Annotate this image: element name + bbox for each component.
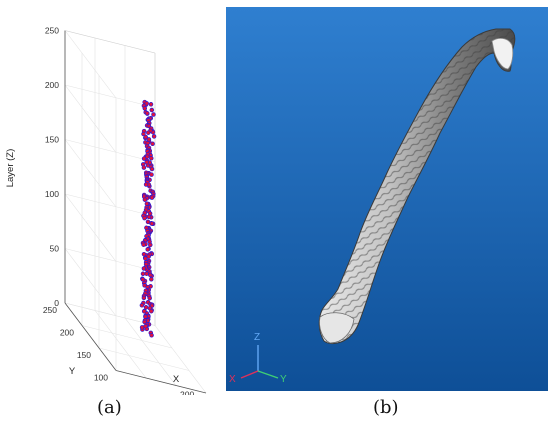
y-tick-label: 200	[60, 328, 74, 338]
y-tick-label: 150	[77, 350, 91, 360]
data-point	[143, 134, 148, 140]
data-point	[148, 242, 153, 248]
gridline-z-side	[64, 248, 117, 317]
data-point	[146, 137, 152, 142]
x-axis-line	[115, 370, 207, 394]
data-point	[141, 242, 146, 247]
y-axis-title: Y	[69, 366, 76, 377]
x-tick-label: 200	[180, 390, 194, 396]
data-point	[147, 295, 152, 301]
data-point	[149, 166, 155, 172]
data-point	[149, 308, 154, 314]
data-point	[150, 141, 155, 147]
x-axis-title: X	[173, 374, 180, 385]
data-point	[144, 271, 149, 276]
z-axis-title: Layer (Z)	[5, 149, 16, 188]
data-point	[142, 215, 147, 221]
data-point	[148, 272, 153, 278]
data-point	[149, 156, 154, 161]
data-point	[141, 309, 147, 314]
data-point	[149, 277, 154, 282]
gridline-x-floor	[94, 310, 147, 379]
data-point	[141, 266, 147, 271]
y-axis-line	[64, 302, 117, 371]
y-tick-label: 250	[43, 305, 57, 315]
caption-b: (b)	[373, 397, 399, 418]
data-point	[142, 106, 148, 111]
caption-a: (a)	[97, 397, 122, 418]
data-point	[151, 112, 156, 117]
data-point	[151, 134, 157, 139]
z-tick-label: 0	[54, 298, 59, 308]
gizmo-y-label: Y	[280, 374, 287, 385]
gridline-y-floor	[64, 302, 156, 326]
z-tick-label: 50	[50, 244, 60, 254]
data-point	[140, 277, 146, 282]
surface-cap-end	[491, 37, 514, 70]
box-edge	[64, 30, 156, 54]
data-point	[143, 256, 148, 261]
y-tick-label: 100	[94, 373, 108, 383]
z-tick-label: 100	[45, 189, 59, 199]
data-point	[144, 159, 149, 165]
data-point	[141, 295, 147, 301]
data-point	[149, 333, 154, 338]
scatter-3d-plot: 050100150200250250200150100200250 Layer …	[5, 26, 207, 396]
surface-base-end	[319, 312, 355, 344]
data-point	[149, 172, 154, 177]
gizmo-x-axis	[240, 370, 259, 379]
data-point	[146, 214, 152, 220]
data-point	[139, 303, 145, 308]
data-points	[139, 99, 157, 338]
tick-labels: 050100150200250250200150100200250	[43, 26, 195, 396]
data-point	[139, 325, 145, 330]
gridline-x-floor	[154, 325, 207, 394]
data-point	[140, 271, 146, 277]
gridline-z-back	[64, 248, 156, 272]
data-point	[141, 131, 146, 137]
data-point	[148, 102, 154, 107]
z-tick-label: 200	[45, 80, 59, 90]
tubular-surface	[318, 28, 516, 345]
z-tick-label: 250	[45, 26, 59, 36]
gridline-z-side	[64, 84, 117, 153]
z-tick-label: 150	[45, 135, 59, 145]
data-point	[142, 197, 148, 202]
gridline-z-back	[64, 193, 156, 217]
data-point	[146, 130, 151, 135]
gizmo-z-label: Z	[254, 332, 260, 343]
axes-gizmo: Z X Y	[229, 332, 287, 385]
surface-render-view: Z X Y	[226, 7, 548, 391]
data-point	[141, 165, 147, 170]
gridline-z-side	[64, 30, 117, 99]
data-point	[149, 221, 155, 226]
data-point	[149, 195, 155, 200]
axes-grid	[64, 30, 207, 394]
gridline-y-floor	[98, 347, 190, 371]
data-point	[143, 182, 149, 187]
gridline-y-floor	[81, 325, 173, 349]
data-point	[144, 101, 149, 106]
data-point	[143, 305, 149, 310]
gridline-x-floor	[124, 317, 177, 386]
data-point	[144, 111, 150, 116]
gizmo-y-axis	[257, 370, 279, 379]
gridline-z-back	[64, 84, 156, 108]
gridline-z-side	[64, 139, 117, 208]
data-point	[145, 247, 150, 252]
gridline-z-back	[64, 139, 156, 163]
data-point	[145, 219, 151, 225]
data-point	[149, 107, 155, 113]
data-point	[141, 156, 147, 161]
gizmo-x-label: X	[229, 374, 236, 385]
gridline-z-side	[64, 193, 117, 262]
